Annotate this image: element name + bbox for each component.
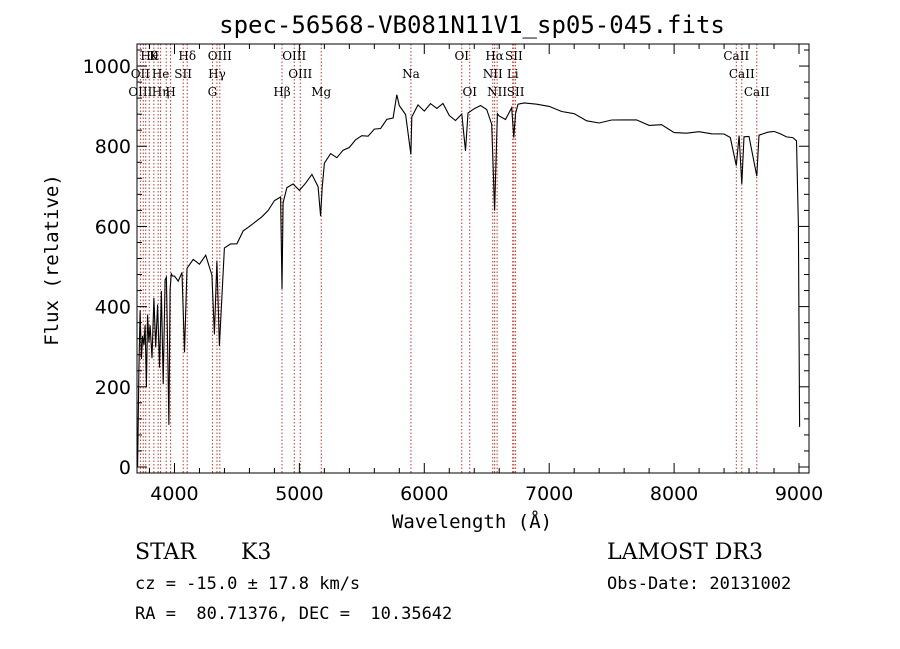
y-tick-label: 600	[95, 216, 131, 238]
x-tick-label: 7000	[525, 483, 573, 505]
object-subclass: K3	[241, 540, 272, 565]
x-tick-label: 8000	[650, 483, 698, 505]
line-label: Hη	[152, 85, 170, 99]
line-label: Mg	[311, 85, 331, 99]
y-tick-label: 1000	[83, 56, 131, 78]
line-label: Hβ	[273, 85, 290, 99]
line-label: K	[149, 49, 159, 63]
x-tick-label: 4000	[150, 483, 198, 505]
line-label: G	[208, 85, 218, 99]
line-label: Hθ	[140, 49, 158, 63]
spectrum-series-line	[137, 94, 801, 468]
y-tick-label: 0	[119, 457, 131, 479]
x-axis-label: Wavelength (Å)	[392, 510, 552, 533]
line-label: Hδ	[178, 49, 196, 63]
x-tick-label: 6000	[400, 483, 448, 505]
x-tick-label: 5000	[275, 483, 323, 505]
line-label: OI	[462, 85, 477, 99]
line-label: H	[165, 85, 175, 99]
y-axis-label: Flux (relative)	[41, 174, 63, 346]
line-label: Li	[507, 67, 519, 81]
emission-line-markers	[139, 44, 758, 473]
line-label: SII	[505, 49, 523, 63]
line-label: Hγ	[208, 67, 226, 81]
line-label: SII	[174, 67, 192, 81]
redshift-readout: cz = -15.0 ± 17.8 km/s	[135, 574, 361, 594]
y-tick-label: 400	[95, 297, 131, 319]
line-label: OI	[454, 49, 469, 63]
plot-frame	[136, 43, 810, 474]
axis-ticks: 4000 5000 6000 7000 8000 9000 0 200 400 600 800 100…	[83, 44, 823, 505]
line-label: OIII	[128, 85, 152, 99]
line-label: OIII	[208, 49, 232, 63]
line-label: OII	[131, 67, 151, 81]
line-label: CaII	[744, 85, 770, 99]
x-tick-label: 9000	[775, 483, 823, 505]
line-label: OIII	[288, 67, 312, 81]
survey-name: LAMOST DR3	[607, 540, 763, 565]
line-label: OIII	[282, 49, 306, 63]
line-label: Hα	[485, 49, 504, 63]
object-class: STAR	[135, 540, 196, 565]
chart-title: spec-56568-VB081N11V1_sp05-045.fits	[219, 11, 725, 39]
line-label: Na	[402, 67, 420, 81]
line-label: CaII	[723, 49, 749, 63]
line-label: SII	[507, 85, 525, 99]
line-label: NII	[487, 85, 507, 99]
observation-date: Obs-Date: 20131002	[607, 574, 792, 594]
line-label: CaII	[729, 67, 755, 81]
y-tick-label: 200	[95, 377, 131, 399]
y-tick-label: 800	[95, 136, 131, 158]
line-label: NII	[483, 67, 503, 81]
coordinates-readout: RA = 80.71376, DEC = 10.35642	[135, 604, 453, 624]
line-label: He	[152, 67, 170, 81]
